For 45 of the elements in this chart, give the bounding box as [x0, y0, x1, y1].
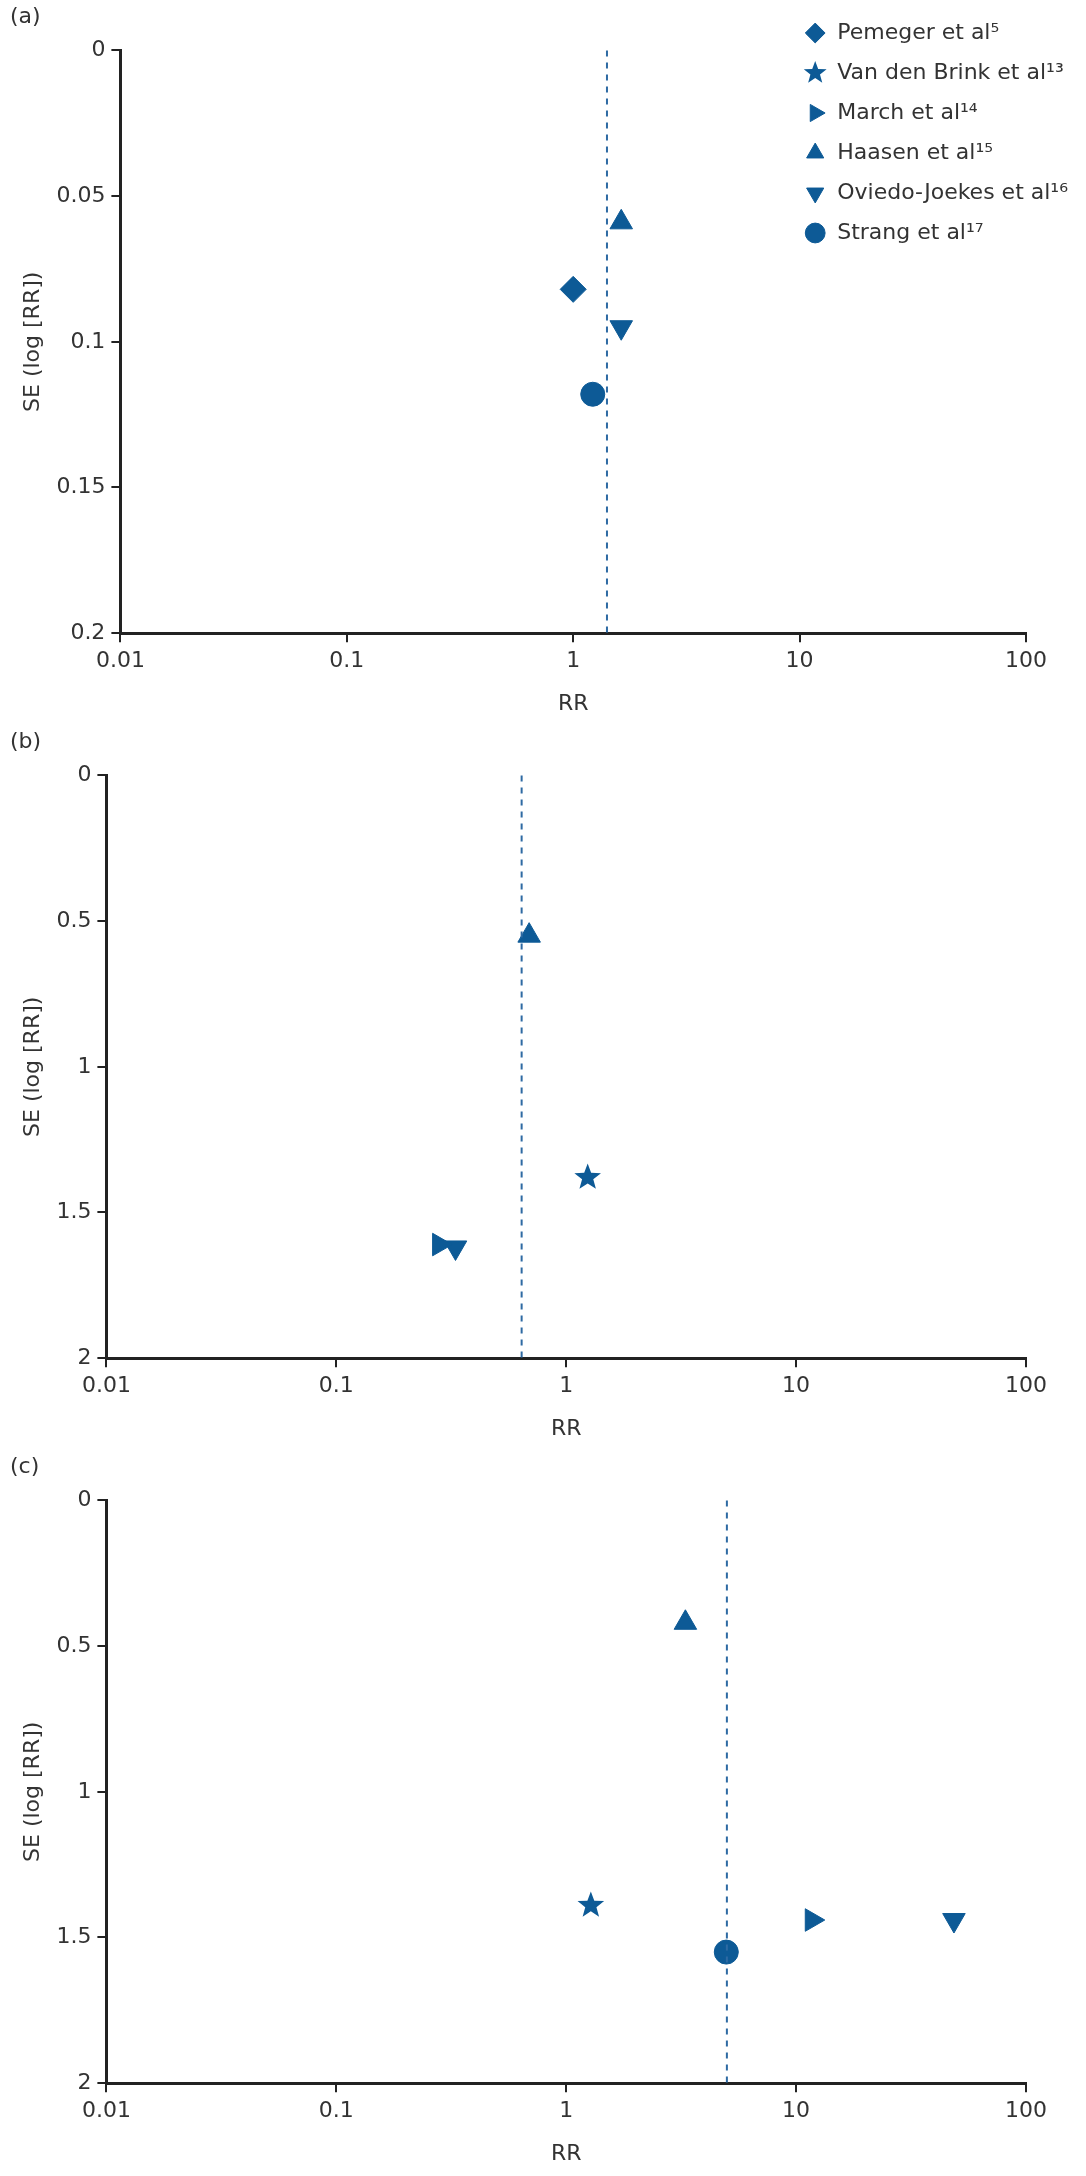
- y-tick-label: 0.2: [70, 618, 106, 644]
- x-tick-label: 100: [1005, 2097, 1047, 2123]
- y-tick-label: 0.5: [56, 906, 92, 932]
- y-tick-label: 0: [77, 761, 92, 787]
- x-tick-label: 10: [782, 2097, 811, 2123]
- y-tick-label: 2: [77, 1343, 92, 1369]
- legend-label: Strang et al¹⁷: [837, 218, 984, 244]
- y-tick-label: 1: [77, 1052, 92, 1078]
- y-axis-title: SE (log [RR]): [18, 1721, 44, 1862]
- x-tick-label: 10: [782, 1372, 811, 1398]
- legend-label: Pemeger et al⁵: [837, 18, 1000, 44]
- x-tick-label: 0.1: [318, 2097, 354, 2123]
- chart-title: (a): [10, 2, 41, 28]
- y-tick-label: 0.5: [56, 1631, 92, 1657]
- x-axis-title: RR: [550, 1414, 582, 1440]
- legend-label: Haasen et al¹⁵: [837, 138, 994, 164]
- y-tick-label: 0: [91, 36, 106, 62]
- y-tick-label: 1.5: [56, 1198, 92, 1224]
- x-tick-label: 0.1: [329, 647, 365, 673]
- y-axis-title: SE (log [RR]): [18, 996, 44, 1137]
- x-axis-title: RR: [557, 689, 589, 715]
- y-tick-label: 0.1: [70, 327, 106, 353]
- chart-title: (b): [10, 727, 42, 753]
- x-tick-label: 1: [559, 2097, 574, 2123]
- y-tick-label: 0: [77, 1486, 92, 1512]
- x-tick-label: 0.1: [318, 1372, 354, 1398]
- x-tick-label: 0.01: [81, 1372, 131, 1398]
- y-tick-label: 0.05: [56, 181, 106, 207]
- x-tick-label: 0.01: [81, 2097, 131, 2123]
- chart-title: (c): [10, 1452, 40, 1478]
- legend-label: March et al¹⁴: [837, 98, 978, 124]
- x-tick-label: 100: [1005, 1372, 1047, 1398]
- y-tick-label: 2: [77, 2068, 92, 2094]
- y-tick-label: 1.5: [56, 1923, 92, 1949]
- x-tick-label: 1: [566, 647, 581, 673]
- x-tick-label: 10: [785, 647, 814, 673]
- x-axis-title: RR: [550, 2139, 582, 2165]
- x-tick-label: 0.01: [95, 647, 145, 673]
- y-axis-title: SE (log [RR]): [18, 271, 44, 412]
- legend-label: Oviedo-Joekes et al¹⁶: [837, 178, 1069, 204]
- y-tick-label: 1: [77, 1777, 92, 1803]
- legend-label: Van den Brink et al¹³: [837, 58, 1064, 84]
- x-tick-label: 100: [1005, 647, 1047, 673]
- x-tick-label: 1: [559, 1372, 574, 1398]
- y-tick-label: 0.15: [56, 473, 106, 499]
